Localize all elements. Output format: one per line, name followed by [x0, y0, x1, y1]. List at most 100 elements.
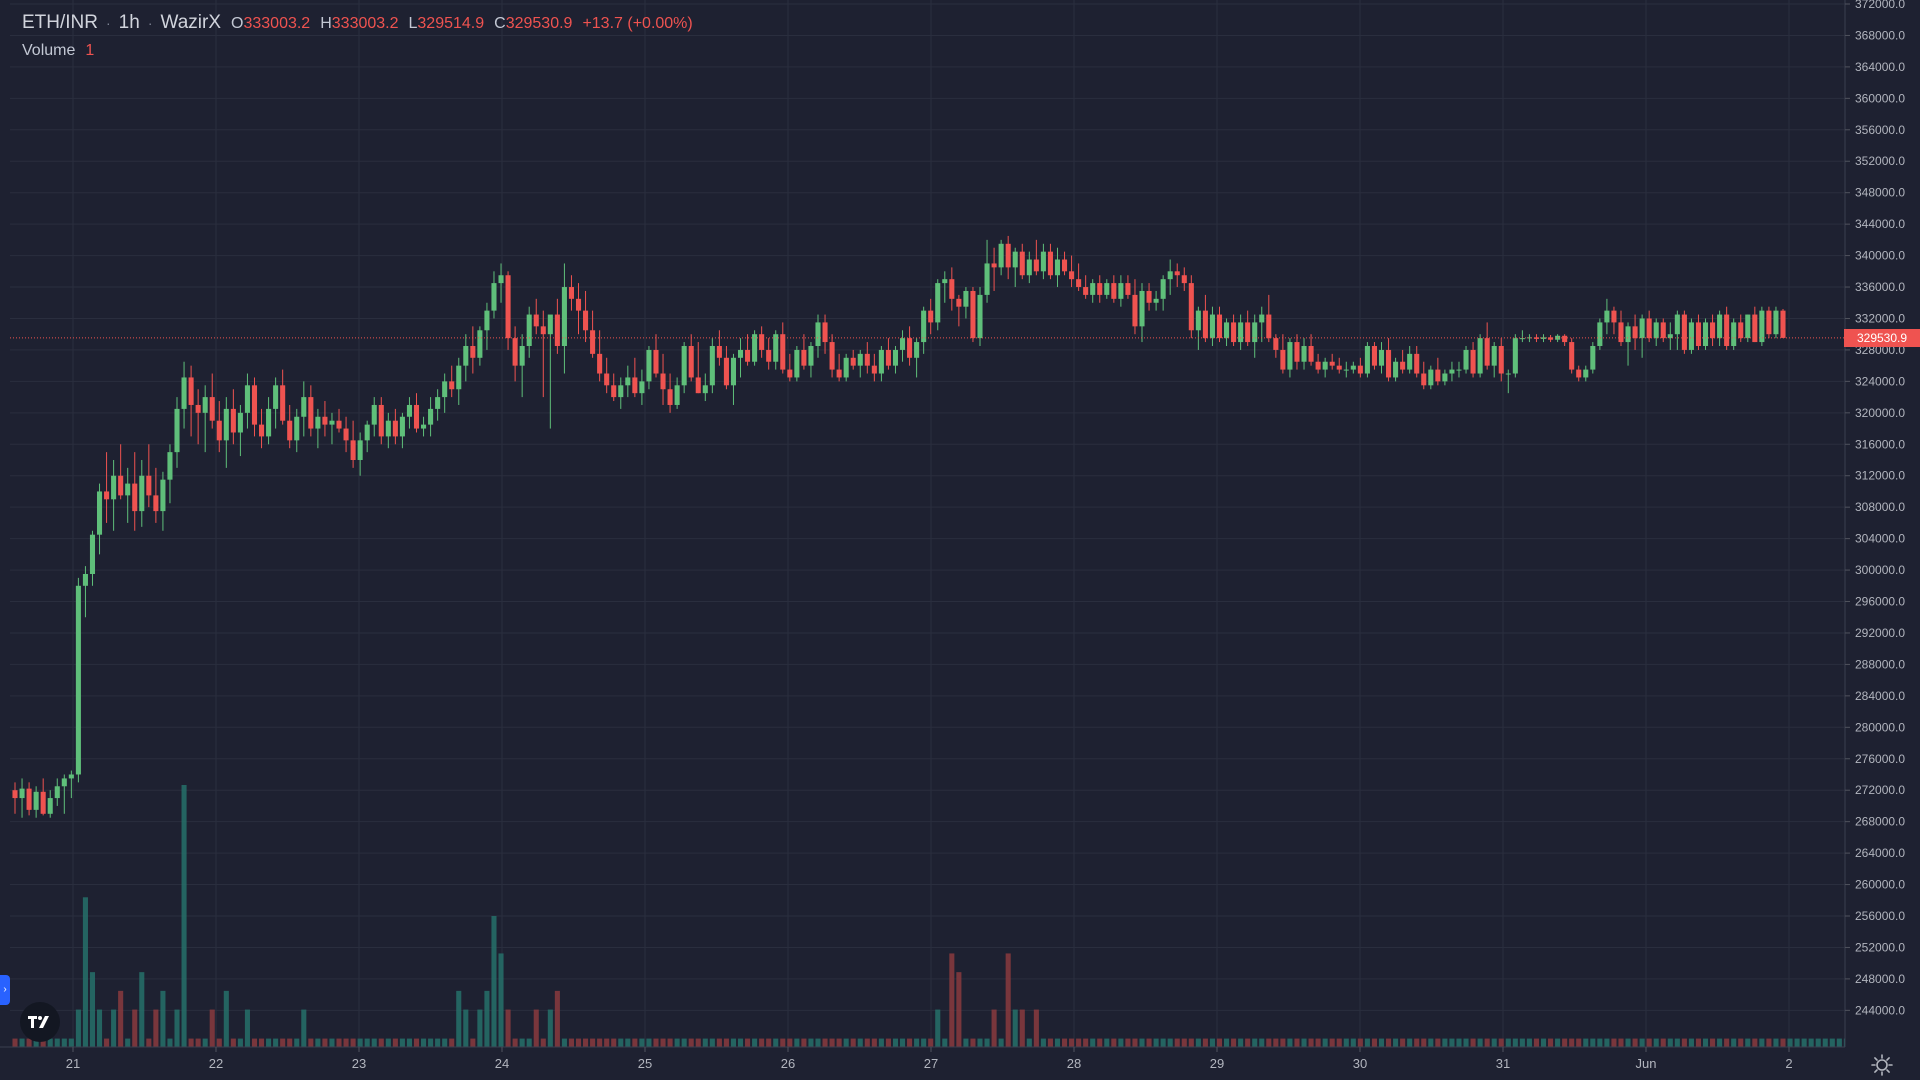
candle-body: [780, 334, 786, 370]
volume-bar: [963, 1038, 969, 1047]
volume-bar: [1343, 1038, 1349, 1047]
volume-bar: [357, 1038, 363, 1047]
candle-body: [1632, 326, 1638, 339]
volume-bar: [1702, 1038, 1709, 1047]
time-axis[interactable]: [0, 1047, 1920, 1080]
candles: [12, 235, 1786, 818]
volume-bar: [209, 1009, 215, 1047]
volume-bar: [237, 1038, 243, 1047]
volume-bar: [618, 1038, 624, 1047]
candle-body: [540, 326, 546, 335]
volume-bar: [491, 916, 497, 1047]
candle-body: [1125, 283, 1131, 295]
candle-body: [111, 475, 117, 500]
volume-bar: [723, 1038, 729, 1047]
symbol-name[interactable]: ETH/INR: [22, 12, 98, 33]
candle-body: [421, 424, 427, 429]
volume-bar: [575, 1038, 582, 1047]
candle-body: [1738, 322, 1744, 339]
candle-body: [702, 385, 708, 394]
price-axis[interactable]: [1845, 0, 1920, 1047]
volume-bar: [899, 1038, 906, 1047]
price-tick-label: 260000.0: [1855, 878, 1905, 892]
candle-body: [209, 397, 215, 421]
candle-body: [660, 373, 666, 390]
candle-body: [554, 314, 560, 346]
volume-bar: [1745, 1038, 1751, 1047]
candle-body: [456, 365, 462, 390]
volume-bar: [336, 1038, 342, 1047]
volume-bar: [1371, 1038, 1377, 1047]
price-tick-label: 268000.0: [1855, 815, 1905, 829]
last-price-label: 329530.9: [1844, 328, 1920, 347]
price-tick-label: 320000.0: [1855, 406, 1905, 420]
candle-body: [1259, 314, 1265, 323]
tradingview-logo-icon[interactable]: [20, 1002, 60, 1042]
volume-bar: [294, 1038, 300, 1047]
volume-bar: [1132, 1038, 1138, 1047]
volume-bar: [1273, 1038, 1279, 1047]
candle-body: [336, 420, 342, 429]
volume-bar: [1646, 1038, 1652, 1047]
candle-body: [237, 412, 243, 433]
candle-body: [935, 283, 941, 323]
volume-legend[interactable]: Volume 1: [22, 42, 94, 60]
price-tick-label: 256000.0: [1855, 909, 1905, 923]
candle-body: [928, 310, 934, 323]
volume-bar: [350, 1038, 356, 1047]
volume-bar: [104, 1038, 110, 1047]
candle-body: [1400, 361, 1406, 370]
volume-bar: [1174, 1038, 1180, 1047]
candle-body: [230, 408, 236, 433]
candle-body: [1111, 283, 1117, 299]
candle-body: [1005, 243, 1011, 268]
volume-bar: [322, 1038, 328, 1047]
candle-body: [1033, 259, 1039, 272]
chevron-right-icon[interactable]: ›: [0, 975, 10, 1005]
candle-body: [1625, 326, 1631, 343]
volume-bar: [505, 1009, 511, 1047]
volume-bar: [1111, 1038, 1117, 1047]
volume-bar: [604, 1038, 610, 1047]
volume-bar: [1252, 1038, 1258, 1047]
time-tick-label: 27: [924, 1056, 938, 1071]
candle-body: [392, 420, 398, 437]
volume-bar: [470, 1038, 476, 1047]
interval-label[interactable]: 1h: [118, 12, 140, 33]
candle-body: [1216, 314, 1223, 339]
volume-bar: [1794, 1038, 1800, 1047]
candle-body: [1097, 283, 1103, 295]
volume-bar: [583, 1038, 589, 1047]
candle-body: [512, 338, 518, 366]
volume-bar: [1540, 1038, 1547, 1047]
volume-bar: [519, 1038, 525, 1047]
candle-body: [533, 314, 539, 327]
candle-body: [1463, 349, 1469, 370]
candle-body: [568, 287, 574, 299]
candle-body: [737, 349, 744, 358]
candle-body: [315, 416, 321, 429]
candle-body: [244, 385, 250, 413]
volume-bar: [399, 1038, 405, 1047]
candle-body: [653, 349, 659, 374]
volume-bar: [526, 1038, 532, 1047]
volume-bar: [1125, 1038, 1131, 1047]
candle-body: [1484, 338, 1490, 366]
volume-bar: [1632, 1038, 1638, 1047]
candle-body: [1519, 338, 1525, 340]
candle-body: [1752, 314, 1758, 343]
candle-body: [1688, 322, 1694, 350]
candle-body: [850, 357, 856, 366]
candle-body: [1421, 373, 1427, 386]
volume-bar: [1780, 1038, 1786, 1047]
price-tick-label: 296000.0: [1855, 595, 1905, 609]
gear-icon[interactable]: [1870, 1053, 1894, 1077]
volume-bar: [385, 1038, 391, 1047]
volume-bar: [1611, 1038, 1617, 1047]
volume-bar: [146, 1038, 152, 1047]
candle-body: [984, 263, 990, 295]
candle-body: [547, 314, 553, 335]
candle-body: [597, 353, 603, 374]
